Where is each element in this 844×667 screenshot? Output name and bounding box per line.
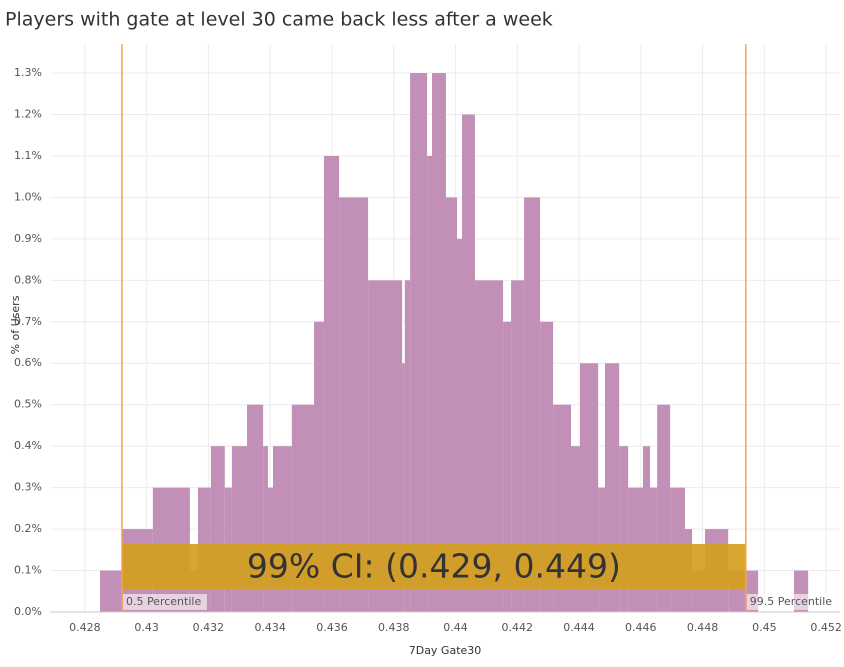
y-tick-label: 1.0% xyxy=(14,190,42,203)
bar xyxy=(314,321,324,612)
bar xyxy=(524,197,541,612)
x-tick-label: 0.432 xyxy=(193,621,225,634)
y-tick-label: 1.2% xyxy=(14,107,42,120)
x-tick-label: 0.448 xyxy=(687,621,719,634)
y-tick-label: 0.6% xyxy=(14,356,42,369)
y-tick-label: 0.4% xyxy=(14,439,42,452)
x-tick-label: 0.446 xyxy=(625,621,657,634)
y-tick-label: 0.1% xyxy=(14,564,42,577)
x-tick-label: 0.452 xyxy=(810,621,842,634)
y-tick-label: 0.3% xyxy=(14,481,42,494)
bar xyxy=(432,73,446,612)
y-tick-label: 1.1% xyxy=(14,149,42,162)
bar xyxy=(747,570,759,612)
x-tick-label: 0.45 xyxy=(752,621,777,634)
x-tick-label: 0.442 xyxy=(502,621,534,634)
bar xyxy=(445,197,458,612)
x-tick-label: 0.428 xyxy=(69,621,101,634)
x-tick-label: 0.444 xyxy=(563,621,595,634)
reference-label-bg xyxy=(746,594,837,610)
bar xyxy=(503,321,512,612)
bar xyxy=(461,114,475,612)
y-tick-label: 1.3% xyxy=(14,66,42,79)
y-tick-label: 0.9% xyxy=(14,232,42,245)
bar xyxy=(263,446,269,612)
reference-label: 99.5 Percentile xyxy=(750,595,832,608)
chart-title: Players with gate at level 30 came back … xyxy=(5,9,553,31)
ci-label: 99% CI: (0.429, 0.449) xyxy=(247,547,621,586)
bar xyxy=(402,363,405,612)
ci-band xyxy=(121,544,746,589)
bar xyxy=(404,280,411,612)
bar xyxy=(619,446,629,612)
bar xyxy=(339,197,369,612)
bar xyxy=(100,570,122,612)
y-tick-label: 0.8% xyxy=(14,273,42,286)
x-tick-label: 0.43 xyxy=(134,621,159,634)
bar xyxy=(571,446,580,612)
x-tick-label: 0.436 xyxy=(316,621,348,634)
bar xyxy=(457,238,462,612)
x-tick-label: 0.438 xyxy=(378,621,410,634)
bar xyxy=(427,155,433,613)
y-tick-label: 0.7% xyxy=(14,315,42,328)
y-tick-label: 0.0% xyxy=(14,605,42,618)
bar xyxy=(540,321,554,612)
x-tick-label: 0.434 xyxy=(254,621,286,634)
y-tick-label: 0.2% xyxy=(14,522,42,535)
y-tick-label: 0.5% xyxy=(14,398,42,411)
reference-label-bg xyxy=(122,594,207,610)
reference-label: 0.5 Percentile xyxy=(126,595,201,608)
bar xyxy=(642,446,651,612)
bar xyxy=(511,280,525,612)
bar xyxy=(189,570,198,612)
y-axis-label: % of Users xyxy=(9,295,22,354)
bar xyxy=(410,73,428,612)
x-axis-label: 7Day Gate30 xyxy=(409,644,482,657)
bar xyxy=(323,155,340,613)
x-tick-label: 0.44 xyxy=(443,621,468,634)
